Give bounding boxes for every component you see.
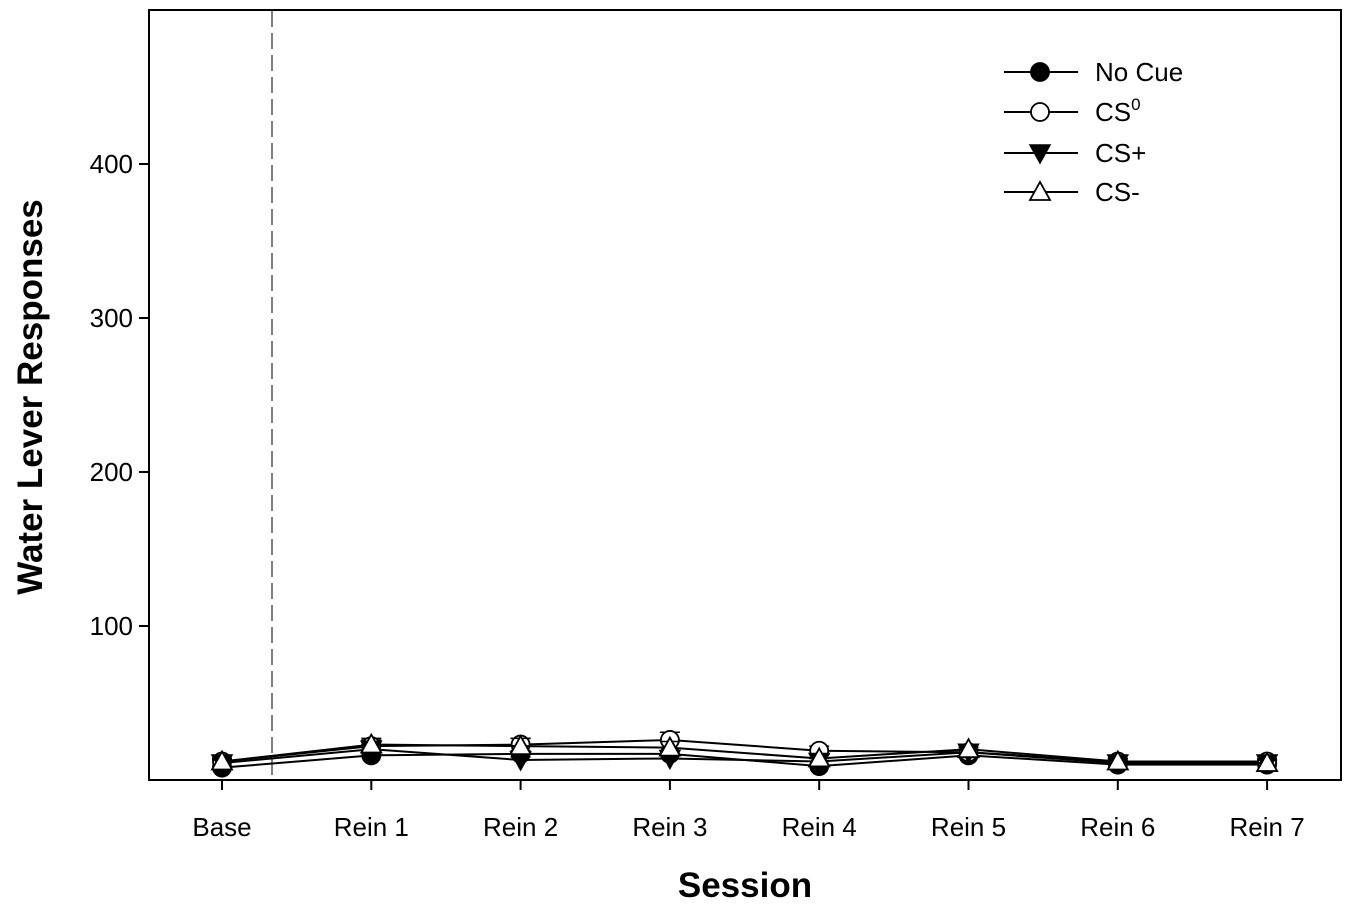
- plot-frame: [148, 9, 1342, 781]
- x-tick-label-2: Rein 2: [483, 812, 558, 842]
- x-axis-title: Session: [678, 866, 812, 905]
- data-point-3-7: [1255, 751, 1279, 772]
- legend-label-3: CS-: [1095, 177, 1140, 207]
- y-tick-label-100: 100: [90, 611, 133, 641]
- x-tick-label-7: Rein 7: [1230, 812, 1305, 842]
- data-point-3-3: [658, 735, 682, 757]
- x-axis: Base Rein 1 Rein 2 Rein 3 Rein 4 Rein 5 Rein 6…: [192, 780, 1305, 842]
- data-point-3-0: [210, 749, 234, 771]
- legend-item-3: CS-: [1004, 177, 1140, 207]
- legend: No Cue CS0 CS+ CS-: [1004, 57, 1183, 207]
- y-tick-label-400: 400: [90, 149, 133, 179]
- legend-marker-2: [1028, 144, 1052, 165]
- data-point-3-5: [956, 737, 981, 759]
- legend-label-0: No Cue: [1095, 57, 1183, 87]
- y-axis-title: Water Lever Responses: [11, 199, 50, 595]
- data-point-3-2: [509, 734, 533, 756]
- x-tick-label-0: Base: [192, 812, 251, 842]
- legend-item-2: CS+: [1004, 138, 1146, 168]
- legend-label-1: CS0: [1095, 95, 1141, 127]
- plot-area: [148, 9, 1342, 781]
- legend-item-0: No Cue: [1004, 57, 1183, 87]
- x-tick-label-4: Rein 4: [782, 812, 857, 842]
- legend-marker-0: [1030, 62, 1050, 82]
- data-point-3-6: [1106, 749, 1130, 771]
- x-tick-label-6: Rein 6: [1080, 812, 1155, 842]
- x-tick-label-1: Rein 1: [334, 812, 409, 842]
- y-axis: 100 200 300 400: [90, 149, 149, 641]
- data-point-3-1: [359, 732, 383, 754]
- y-tick-label-300: 300: [90, 303, 133, 333]
- series-line-2: [221, 748, 1268, 765]
- x-tick-label-3: Rein 3: [632, 812, 707, 842]
- series-3: [210, 732, 1279, 772]
- legend-marker-1: [1030, 102, 1050, 122]
- y-tick-label-200: 200: [90, 457, 133, 487]
- data-point-3-4: [807, 746, 831, 768]
- series-line-3: [221, 743, 1268, 765]
- x-tick-label-5: Rein 5: [931, 812, 1006, 842]
- legend-label-2: CS+: [1095, 138, 1146, 168]
- legend-item-1: CS0: [1004, 95, 1141, 127]
- legend-marker-3: [1028, 180, 1052, 201]
- series-layer: [210, 730, 1279, 778]
